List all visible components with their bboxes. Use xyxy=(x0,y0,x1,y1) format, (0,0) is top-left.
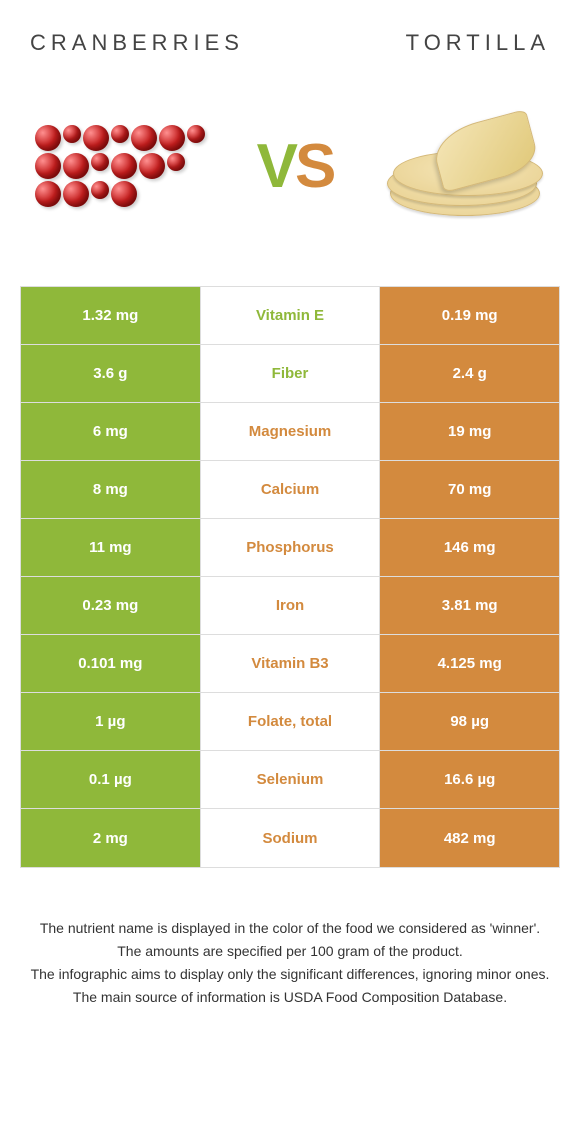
value-food2: 16.6 µg xyxy=(379,751,559,808)
table-row: 6 mgMagnesium19 mg xyxy=(21,403,559,461)
value-food1: 1 µg xyxy=(21,693,201,750)
note-line-4: The main source of information is USDA F… xyxy=(30,987,550,1008)
table-row: 8 mgCalcium70 mg xyxy=(21,461,559,519)
value-food1: 3.6 g xyxy=(21,345,201,402)
note-line-2: The amounts are specified per 100 gram o… xyxy=(30,941,550,962)
value-food1: 0.101 mg xyxy=(21,635,201,692)
value-food2: 4.125 mg xyxy=(379,635,559,692)
nutrient-label: Calcium xyxy=(201,461,380,518)
nutrient-table: 1.32 mgVitamin E0.19 mg3.6 gFiber2.4 g6 … xyxy=(20,286,560,868)
nutrient-label: Iron xyxy=(201,577,380,634)
vs-label: VS xyxy=(257,131,334,202)
note-line-3: The infographic aims to display only the… xyxy=(30,964,550,985)
nutrient-label: Sodium xyxy=(201,809,380,867)
table-row: 11 mgPhosphorus146 mg xyxy=(21,519,559,577)
cranberries-image xyxy=(30,91,210,241)
nutrient-label: Vitamin E xyxy=(201,287,380,344)
value-food2: 70 mg xyxy=(379,461,559,518)
value-food1: 0.23 mg xyxy=(21,577,201,634)
tortillas-image xyxy=(380,96,550,236)
value-food2: 98 µg xyxy=(379,693,559,750)
value-food1: 2 mg xyxy=(21,809,201,867)
table-row: 1 µgFolate, total98 µg xyxy=(21,693,559,751)
value-food2: 482 mg xyxy=(379,809,559,867)
nutrient-label: Phosphorus xyxy=(201,519,380,576)
food2-title: Tortilla xyxy=(406,30,550,56)
table-row: 1.32 mgVitamin E0.19 mg xyxy=(21,287,559,345)
value-food2: 146 mg xyxy=(379,519,559,576)
value-food2: 2.4 g xyxy=(379,345,559,402)
nutrient-label: Folate, total xyxy=(201,693,380,750)
value-food1: 0.1 µg xyxy=(21,751,201,808)
value-food1: 1.32 mg xyxy=(21,287,201,344)
nutrient-label: Magnesium xyxy=(201,403,380,460)
nutrient-label: Vitamin B3 xyxy=(201,635,380,692)
value-food2: 0.19 mg xyxy=(379,287,559,344)
value-food2: 19 mg xyxy=(379,403,559,460)
table-row: 2 mgSodium482 mg xyxy=(21,809,559,867)
nutrient-label: Fiber xyxy=(201,345,380,402)
value-food2: 3.81 mg xyxy=(379,577,559,634)
vs-v: V xyxy=(257,132,295,201)
table-row: 0.1 µgSelenium16.6 µg xyxy=(21,751,559,809)
vs-s: S xyxy=(295,132,333,201)
value-food1: 6 mg xyxy=(21,403,201,460)
food1-title: Cranberries xyxy=(30,30,244,56)
table-row: 0.101 mgVitamin B34.125 mg xyxy=(21,635,559,693)
table-row: 0.23 mgIron3.81 mg xyxy=(21,577,559,635)
table-row: 3.6 gFiber2.4 g xyxy=(21,345,559,403)
title-row: Cranberries Tortilla xyxy=(20,30,560,76)
value-food1: 8 mg xyxy=(21,461,201,518)
nutrient-label: Selenium xyxy=(201,751,380,808)
footnotes: The nutrient name is displayed in the co… xyxy=(20,918,560,1008)
hero-row: VS xyxy=(20,76,560,276)
note-line-1: The nutrient name is displayed in the co… xyxy=(30,918,550,939)
value-food1: 11 mg xyxy=(21,519,201,576)
